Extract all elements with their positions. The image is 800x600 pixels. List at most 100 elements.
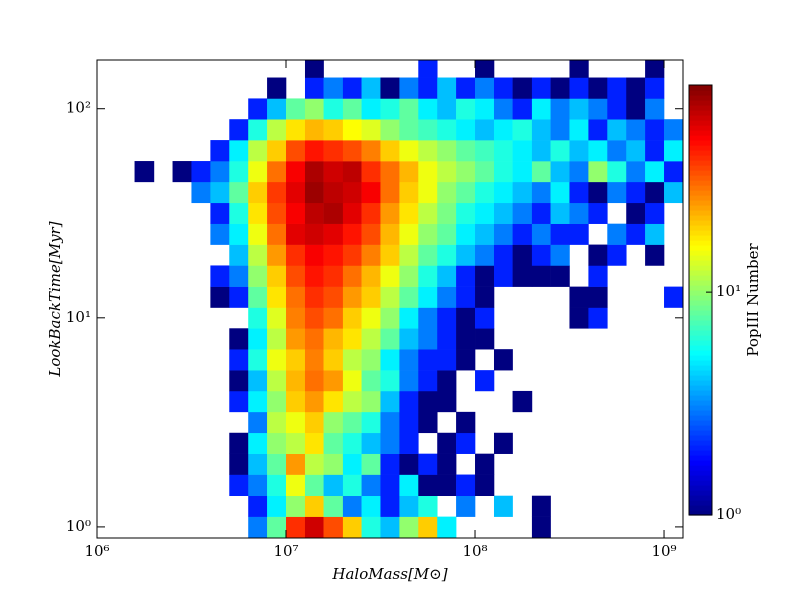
heatmap-cell — [229, 474, 249, 497]
heatmap-cell — [418, 495, 438, 517]
heatmap-cell — [361, 370, 381, 392]
heatmap-cell — [304, 349, 324, 371]
heatmap-cell — [456, 307, 476, 329]
heatmap-cell — [399, 181, 419, 204]
colorbar-swatch — [689, 370, 712, 376]
heatmap-cell — [229, 140, 249, 162]
heatmap-cell — [286, 265, 306, 287]
heatmap-cell — [456, 474, 476, 497]
heatmap-cell — [248, 244, 268, 266]
colorbar-swatch — [689, 245, 712, 251]
heatmap-cell — [229, 265, 249, 287]
heatmap-cell — [380, 244, 400, 266]
heatmap-cell — [229, 181, 249, 204]
heatmap-cell — [418, 411, 438, 434]
heatmap-cell — [323, 349, 344, 371]
heatmap-cell — [286, 390, 306, 413]
colorbar-swatch — [689, 185, 712, 191]
heatmap-cell — [475, 202, 495, 224]
colorbar-swatch — [689, 350, 712, 356]
heatmap-cell — [304, 98, 324, 120]
heatmap-cell — [475, 370, 495, 392]
heatmap-cell — [304, 161, 324, 183]
heatmap-cell — [304, 370, 324, 392]
heatmap-cell — [512, 390, 533, 413]
heatmap-cell — [456, 161, 476, 183]
heatmap-cell — [399, 474, 419, 497]
colorbar-swatch — [689, 165, 712, 171]
heatmap-cell — [588, 77, 608, 99]
heatmap-cell — [493, 202, 513, 224]
heatmap-cell — [304, 516, 324, 538]
heatmap-cell — [286, 432, 306, 454]
heatmap-cell — [342, 140, 362, 162]
heatmap-cell — [361, 432, 381, 454]
heatmap-cell — [456, 223, 476, 245]
heatmap-cell — [361, 474, 381, 497]
heatmap-cell — [380, 286, 400, 308]
heatmap-cell — [248, 265, 268, 287]
colorbar-frame — [688, 84, 713, 516]
heatmap-cell — [512, 119, 533, 141]
heatmap-cell — [172, 161, 192, 183]
heatmap-cell — [304, 307, 324, 329]
heatmap-cell — [645, 140, 665, 162]
heatmap-cell — [645, 98, 665, 120]
colorbar-swatch — [689, 470, 712, 476]
heatmap-cell — [304, 474, 324, 497]
heatmap-cell — [361, 244, 381, 266]
heatmap-cell — [475, 244, 495, 266]
heatmap-cell — [323, 432, 344, 454]
colorbar-swatch — [689, 85, 712, 91]
heatmap-cell — [380, 453, 400, 475]
heatmap-cell — [323, 328, 344, 350]
heatmap-cell — [323, 307, 344, 329]
heatmap-cell — [380, 202, 400, 224]
heatmap-cell — [267, 77, 287, 99]
heatmap-cell — [323, 265, 344, 287]
heatmap-cell — [437, 161, 457, 183]
heatmap-cell — [286, 161, 306, 183]
heatmap-cell — [286, 349, 306, 371]
heatmap-cell — [399, 265, 419, 287]
heatmap-cell — [248, 307, 268, 329]
heatmap-cell — [512, 244, 533, 266]
heatmap-cell — [475, 328, 495, 350]
y-tick-label: 10⁰ — [66, 517, 91, 535]
heatmap-cell — [267, 98, 287, 120]
heatmap-cell — [323, 77, 344, 99]
heatmap-cell — [493, 244, 513, 266]
heatmap-cell — [267, 161, 287, 183]
heatmap-cell — [475, 60, 495, 78]
heatmap-cell — [361, 98, 381, 120]
heatmap-cell — [286, 244, 306, 266]
heatmap-cell — [399, 432, 419, 454]
heatmap-cell — [475, 223, 495, 245]
heatmap-cell — [493, 432, 513, 454]
heatmap-cell — [210, 202, 230, 224]
heatmap-cell — [323, 453, 344, 475]
heatmap-cell — [286, 516, 306, 538]
heatmap-cell — [588, 161, 608, 183]
colorbar-tick-label: 10¹ — [716, 282, 741, 300]
colorbar-swatch — [689, 440, 712, 446]
heatmap-cell — [437, 307, 457, 329]
heatmap-cell — [626, 77, 646, 99]
colorbar-swatch — [689, 320, 712, 326]
heatmap-cell — [304, 140, 324, 162]
heatmap-cell — [380, 411, 400, 434]
heatmap-cell — [550, 161, 570, 183]
colorbar-swatch — [689, 345, 712, 351]
colorbar-swatch — [689, 275, 712, 281]
heatmap-cell — [475, 119, 495, 141]
heatmap-cell — [645, 223, 665, 245]
heatmap-cell — [210, 265, 230, 287]
heatmap-cell — [418, 328, 438, 350]
heatmap-cell — [361, 453, 381, 475]
heatmap-cell — [645, 181, 665, 204]
heatmap-cell — [645, 77, 665, 99]
heatmap-cell — [304, 119, 324, 141]
heatmap-cell — [248, 286, 268, 308]
heatmap-cell — [588, 286, 608, 308]
heatmap-cell — [380, 181, 400, 204]
